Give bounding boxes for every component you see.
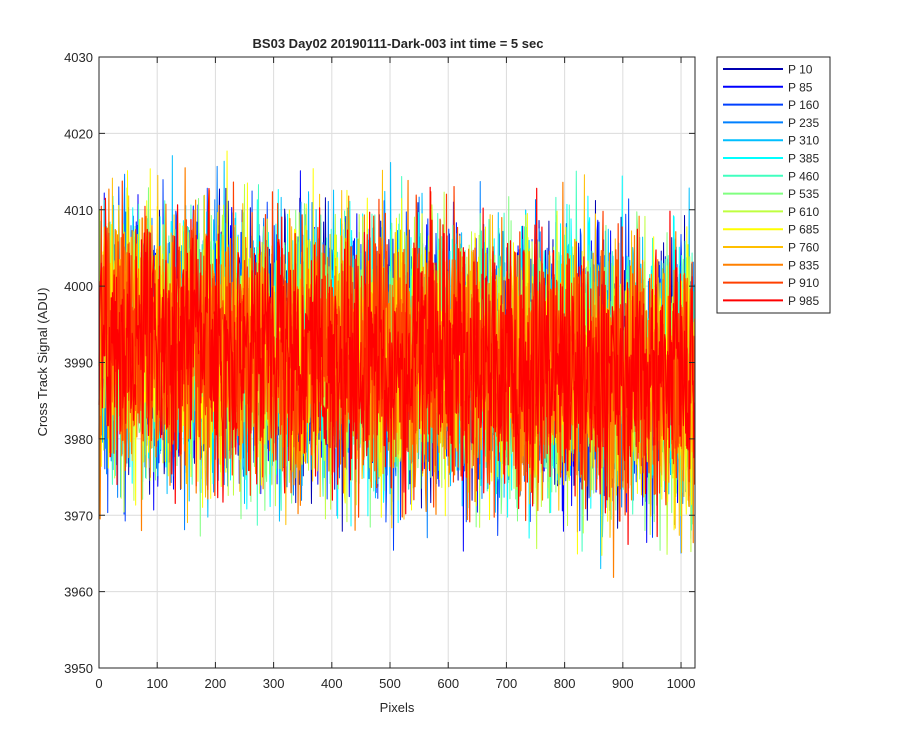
legend-item[interactable]: P 85 (723, 80, 813, 94)
legend-item[interactable]: P 235 (723, 116, 819, 130)
legend-label: P 385 (788, 152, 819, 166)
x-tick-labels: 0 100 200 300 400 500 600 700 800 900 1000 (95, 676, 695, 691)
x-tick-label: 300 (263, 676, 285, 691)
legend-label: P 10 (788, 63, 813, 77)
x-tick-label: 400 (321, 676, 343, 691)
legend-label: P 310 (788, 134, 819, 148)
legend-item[interactable]: P 835 (723, 258, 819, 272)
legend-item[interactable]: P 610 (723, 205, 819, 219)
y-tick-label: 3970 (64, 508, 93, 523)
y-tick-label: 4030 (64, 50, 93, 65)
y-tick-label: 3990 (64, 356, 93, 371)
series-layer (98, 150, 696, 578)
y-axis-label: Cross Track Signal (ADU) (35, 288, 50, 437)
legend-label: P 85 (788, 80, 813, 94)
y-tick-label: 3950 (64, 661, 93, 676)
legend-item[interactable]: P 685 (723, 223, 819, 237)
legend-label: P 235 (788, 116, 819, 130)
x-tick-label: 100 (146, 676, 168, 691)
legend-item[interactable]: P 310 (723, 134, 819, 148)
legend-item[interactable]: P 535 (723, 187, 819, 201)
y-tick-label: 4000 (64, 279, 93, 294)
x-tick-label: 1000 (667, 676, 696, 691)
legend-label: P 910 (788, 276, 819, 290)
legend-box (716, 56, 831, 314)
legend[interactable]: P 10 P 85 P 160 P 235 P 310 P 385 P 460 P 535 P … (716, 56, 831, 314)
legend-item[interactable]: P 760 (723, 241, 819, 255)
y-tick-label: 3960 (64, 585, 93, 600)
x-tick-label: 600 (437, 676, 459, 691)
y-tick-labels: 3950 3960 3970 3980 3990 4000 4010 4020 4030 (64, 50, 93, 676)
y-tick-label: 3980 (64, 432, 93, 447)
x-tick-label: 200 (205, 676, 227, 691)
x-axis-label: Pixels (380, 700, 415, 715)
series-line (98, 186, 696, 545)
legend-label: P 460 (788, 169, 819, 183)
legend-item[interactable]: P 160 (723, 98, 819, 112)
legend-label: P 160 (788, 98, 819, 112)
legend-item[interactable]: P 985 (723, 294, 819, 308)
legend-label: P 610 (788, 205, 819, 219)
x-tick-label: 0 (95, 676, 102, 691)
x-tick-label: 900 (612, 676, 634, 691)
x-tick-label: 500 (379, 676, 401, 691)
legend-label: P 535 (788, 187, 819, 201)
y-tick-label: 4020 (64, 126, 93, 141)
legend-label: P 685 (788, 223, 819, 237)
legend-item[interactable]: P 460 (723, 169, 819, 183)
legend-label: P 835 (788, 258, 819, 272)
legend-label: P 985 (788, 294, 819, 308)
legend-item[interactable]: P 10 (723, 63, 813, 77)
plot-frame (98, 56, 696, 669)
legend-item[interactable]: P 910 (723, 276, 819, 290)
legend-item[interactable]: P 385 (723, 152, 819, 166)
y-tick-label: 4010 (64, 203, 93, 218)
x-tick-label: 700 (496, 676, 518, 691)
chart-title: BS03 Day02 20190111-Dark-003 int time = … (253, 36, 544, 51)
legend-label: P 760 (788, 241, 819, 255)
x-tick-label: 800 (554, 676, 576, 691)
